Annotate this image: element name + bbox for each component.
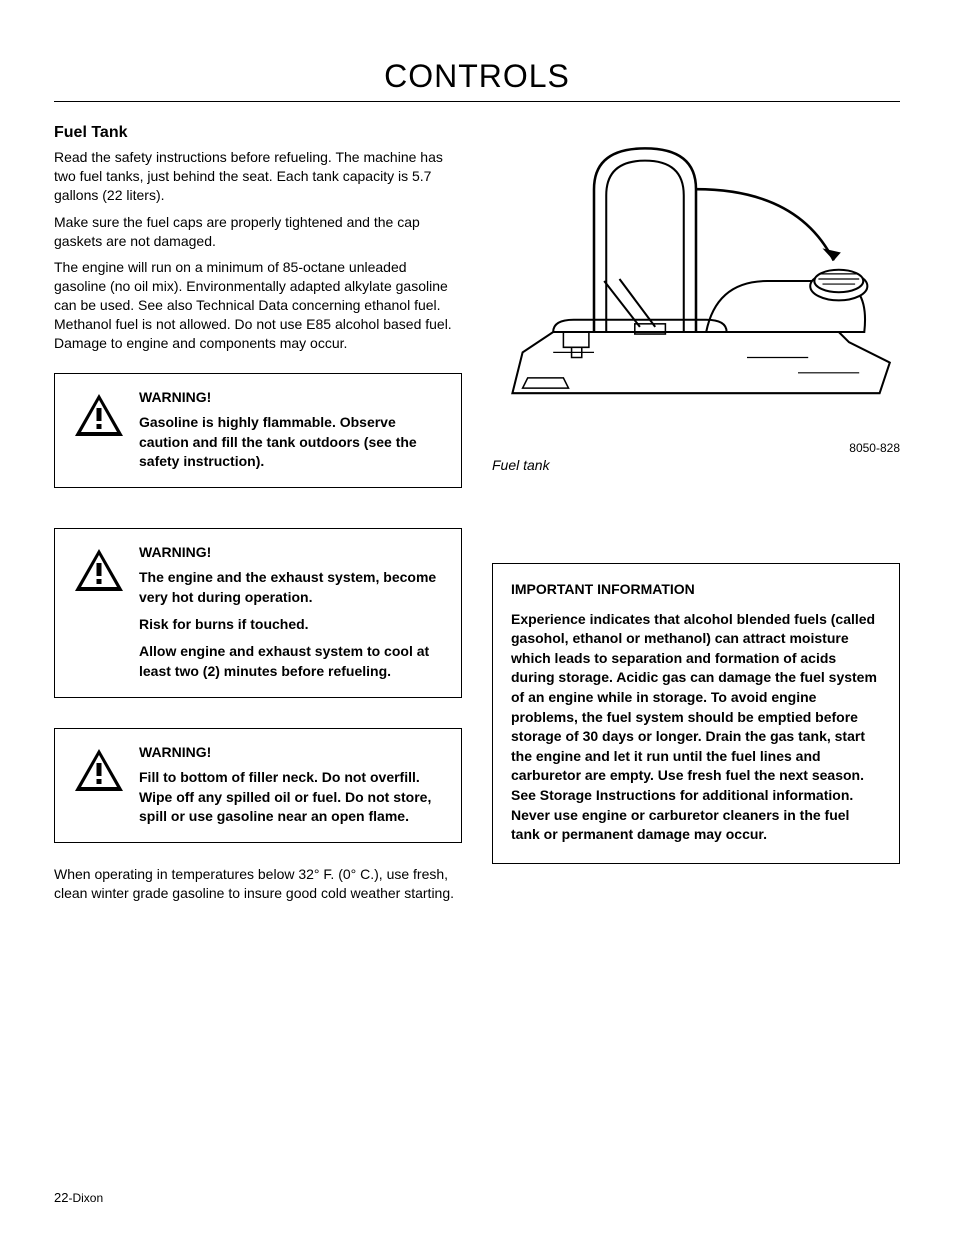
page-num-value: 22 (54, 1190, 68, 1205)
page-title: CONTROLS (54, 58, 900, 102)
figure-number: 8050-828 (492, 441, 900, 455)
warning-text-1: The engine and the exhaust system, becom… (139, 568, 443, 607)
warning-icon (73, 547, 125, 598)
cold-weather-para: When operating in temperatures below 32°… (54, 865, 462, 903)
important-information-box: IMPORTANT INFORMATION Experience indicat… (492, 563, 900, 864)
left-column: Fuel Tank Read the safety instructions b… (54, 124, 462, 911)
warning-icon (73, 747, 125, 798)
page-number: 22-Dixon (54, 1190, 103, 1205)
brand-label: -Dixon (68, 1191, 103, 1205)
warning-title: WARNING! (139, 743, 443, 762)
warning-text: Fill to bottom of filler neck. Do not ov… (139, 768, 443, 826)
fuel-tank-para-1: Read the safety instructions before refu… (54, 148, 462, 205)
warning-content: WARNING! The engine and the exhaust syst… (139, 543, 443, 681)
warning-text-2: Risk for burns if touched. (139, 615, 443, 634)
fuel-tank-para-3: The engine will run on a minimum of 85-o… (54, 258, 462, 352)
warning-text-3: Allow engine and exhaust system to cool … (139, 642, 443, 681)
info-title: IMPORTANT INFORMATION (511, 580, 881, 600)
warning-box-hot: WARNING! The engine and the exhaust syst… (54, 528, 462, 698)
warning-title: WARNING! (139, 388, 443, 407)
info-text: Experience indicates that alcohol blende… (511, 610, 881, 845)
fuel-tank-figure: 8050-828 Fuel tank (492, 128, 900, 473)
warning-title: WARNING! (139, 543, 443, 562)
warning-content: WARNING! Fill to bottom of filler neck. … (139, 743, 443, 826)
right-column: 8050-828 Fuel tank IMPORTANT INFORMATION… (492, 124, 900, 911)
figure-caption: Fuel tank (492, 457, 900, 473)
warning-box-overfill: WARNING! Fill to bottom of filler neck. … (54, 728, 462, 843)
content-columns: Fuel Tank Read the safety instructions b… (54, 124, 900, 911)
fuel-tank-illustration (492, 128, 900, 434)
warning-box-flammable: WARNING! Gasoline is highly flammable. O… (54, 373, 462, 488)
warning-icon (73, 392, 125, 443)
section-heading-fuel-tank: Fuel Tank (54, 124, 462, 142)
fuel-tank-para-2: Make sure the fuel caps are properly tig… (54, 213, 462, 251)
warning-text: Gasoline is highly flammable. Observe ca… (139, 413, 443, 471)
warning-content: WARNING! Gasoline is highly flammable. O… (139, 388, 443, 471)
